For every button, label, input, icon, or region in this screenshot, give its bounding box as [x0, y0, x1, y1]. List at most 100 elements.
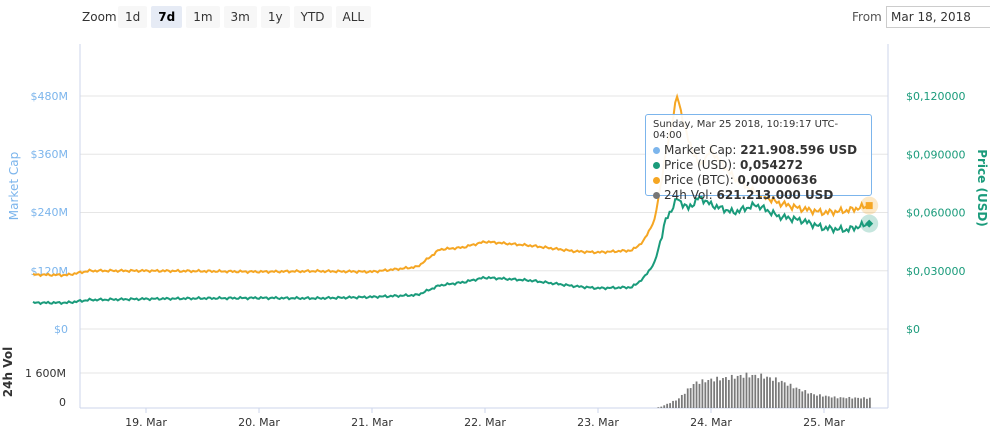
volume-bar: [754, 374, 757, 408]
volume-bar: [716, 376, 718, 408]
volume-bar: [819, 394, 821, 408]
volume-bar: [821, 396, 824, 408]
zoom-button-ytd[interactable]: YTD: [293, 6, 332, 28]
x-axis-tick-label: 19. Mar: [125, 416, 167, 429]
tooltip-date: Sunday, Mar 25 2018, 10:19:17 UTC-04:00: [653, 119, 839, 141]
volume-bar: [836, 398, 839, 408]
volume-bar: [813, 394, 815, 408]
volume-bar: [833, 396, 836, 408]
volume-bar: [745, 372, 748, 408]
volume-bar: [739, 374, 742, 408]
volume-bar: [845, 398, 848, 408]
volume-bar: [851, 398, 854, 408]
right-axis-tick-label: $0,060000: [906, 207, 966, 220]
volume-bar: [666, 403, 669, 408]
volume-bar: [730, 374, 733, 408]
tooltip-row: Price (USD): 0,054272: [653, 158, 864, 173]
volume-bar: [736, 375, 739, 408]
volume-bar: [701, 379, 704, 408]
tooltip-row: 24h Vol: 621.213.000 USD: [653, 188, 864, 203]
left-axis-tick-label: $0: [54, 323, 68, 336]
volume-bar: [707, 380, 710, 408]
zoom-button-1d[interactable]: 1d: [118, 6, 148, 28]
volume-bar: [663, 405, 666, 408]
tooltip-value: 621.213.000 USD: [716, 188, 834, 202]
volume-bar: [766, 376, 768, 408]
tooltip-value: 221.908.596 USD: [740, 143, 858, 157]
volume-bar: [816, 395, 818, 408]
volume-bar: [774, 377, 777, 408]
volume-bar: [727, 379, 730, 408]
price-usd-line: [32, 194, 870, 306]
tooltip-marker-icon: [653, 147, 660, 154]
volume-bar: [760, 373, 763, 408]
volume-bar: [783, 382, 786, 408]
right-axis-tick-label: $0,090000: [906, 148, 966, 161]
zoom-button-3m[interactable]: 3m: [223, 6, 257, 28]
volume-bar: [807, 393, 810, 408]
volume-bar: [789, 383, 792, 408]
volume-bar: [804, 390, 807, 408]
volume-bar: [763, 378, 766, 408]
volume-bar: [848, 396, 851, 408]
volume-bar: [795, 387, 798, 408]
volume-bar: [824, 395, 827, 408]
volume-bar: [710, 378, 713, 408]
x-axis-tick-label: 22. Mar: [464, 416, 506, 429]
volume-bar: [751, 374, 754, 408]
volume-axis-title: 24h Vol: [1, 347, 15, 397]
volume-bar: [725, 377, 727, 408]
volume-bar: [777, 382, 780, 408]
volume-bar: [660, 406, 663, 408]
tooltip-row: Market Cap: 221.908.596 USD: [653, 143, 864, 158]
volume-bar: [672, 400, 674, 408]
volume-bar: [692, 384, 695, 408]
left-axis-title: Market Cap: [7, 152, 21, 220]
volume-bar: [868, 397, 871, 408]
volume-bar: [748, 377, 751, 408]
volume-bar: [857, 397, 860, 408]
zoom-button-7d[interactable]: 7d: [151, 6, 183, 28]
volume-bar: [780, 380, 783, 408]
x-axis-tick-label: 24. Mar: [690, 416, 732, 429]
right-axis-tick-label: $0,030000: [906, 265, 966, 278]
volume-bar: [683, 393, 686, 408]
tooltip-label: Price (BTC):: [664, 173, 738, 187]
from-label: From: [852, 10, 882, 24]
volume-bar: [698, 383, 701, 408]
x-axis-tick-label: 25. Mar: [803, 416, 845, 429]
zoom-button-1m[interactable]: 1m: [186, 6, 220, 28]
tooltip-row: Price (BTC): 0,00000636: [653, 173, 864, 188]
volume-bar: [704, 382, 707, 408]
left-axis-tick-label: $480M: [31, 90, 69, 103]
volume-bar: [792, 388, 795, 408]
right-axis-tick-label: $0,120000: [906, 90, 966, 103]
zoom-button-1y[interactable]: 1y: [260, 6, 290, 28]
volume-bar: [757, 378, 760, 408]
volume-bar: [675, 400, 677, 408]
zoom-button-all[interactable]: ALL: [335, 6, 372, 28]
tooltip-marker-icon: [653, 177, 660, 184]
volume-bar: [854, 397, 857, 408]
tooltip-value: 0,054272: [739, 158, 803, 172]
volume-bar: [680, 394, 683, 408]
chart-tooltip: Sunday, Mar 25 2018, 10:19:17 UTC-04:00 …: [645, 114, 872, 202]
volume-bar: [742, 377, 745, 408]
volume-bar: [827, 396, 830, 408]
zoom-label: Zoom: [82, 10, 117, 24]
volume-bar: [786, 385, 789, 408]
right-axis-tick-label: $0: [906, 323, 920, 336]
volume-bar: [722, 378, 724, 408]
volume-axis-tick-label: 1 600M: [25, 367, 66, 380]
volume-bar: [798, 388, 801, 408]
tooltip-label: Price (USD):: [664, 158, 740, 172]
volume-bar: [769, 377, 771, 408]
usd-hover-marker: [865, 219, 874, 228]
volume-bar: [686, 388, 689, 408]
volume-bar: [860, 398, 862, 408]
volume-bar: [866, 398, 868, 408]
volume-bar: [678, 398, 680, 408]
from-date-input[interactable]: Mar 18, 2018: [886, 6, 990, 28]
tooltip-value: 0,00000636: [737, 173, 818, 187]
